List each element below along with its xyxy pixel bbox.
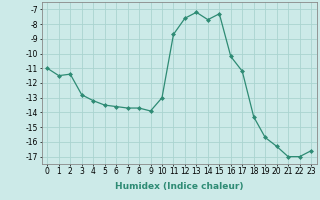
X-axis label: Humidex (Indice chaleur): Humidex (Indice chaleur): [115, 182, 244, 191]
